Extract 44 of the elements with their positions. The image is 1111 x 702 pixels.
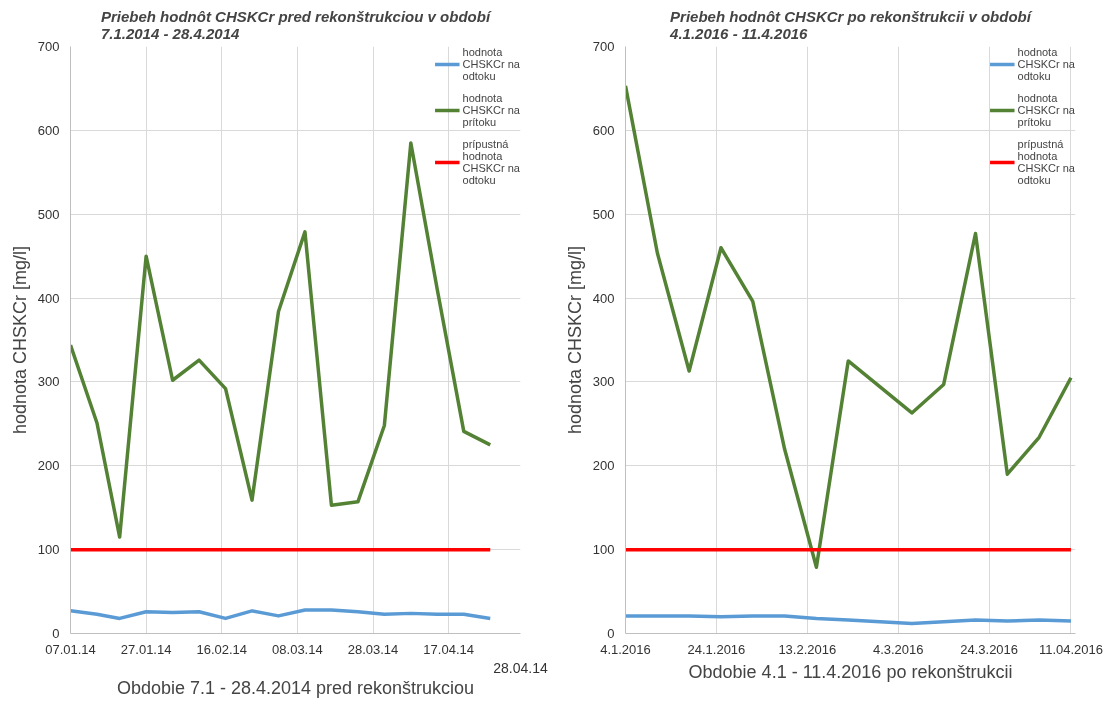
y-tick-label: 600	[592, 122, 615, 138]
y-tick-label: 200	[37, 458, 60, 474]
y-tick-label: 300	[592, 374, 615, 390]
y-tick-label: 500	[37, 206, 60, 222]
y-tick-label: 600	[37, 122, 60, 138]
x-tick-label: 13.2.2016	[778, 641, 837, 657]
x-tick-label: 27.01.14	[120, 641, 172, 657]
line-series	[625, 84, 1073, 569]
y-tick-label: 500	[592, 206, 615, 222]
y-tick-label: 0	[607, 626, 615, 641]
legend-label: hodnota CHSKCr na prítoku	[462, 92, 520, 128]
y-tick-label: 0	[52, 626, 60, 641]
legend-label: hodnota CHSKCr na odtoku	[462, 46, 520, 82]
y-tick-label: 400	[37, 290, 60, 306]
y-tick-label: 700	[592, 39, 615, 54]
x-tick-label: 08.03.14	[272, 641, 323, 657]
x-tick-label: 24.3.2016	[960, 641, 1019, 657]
x-axis-title: Obdobie 7.1 - 28.4.2014 pred rekonštrukciou	[116, 677, 475, 698]
legend-label: hodnota CHSKCr na odtoku	[1017, 46, 1075, 82]
text: 28.04.14	[493, 659, 548, 676]
x-tick-label: 4.3.2016	[872, 641, 924, 657]
y-tick-label: 100	[592, 542, 615, 558]
chart-title: Priebeh hodnôt CHSKCr po rekonštrukcii v období 4.1.2016 - 11.4.2016	[669, 7, 1033, 42]
x-tick-label: 07.01.14	[45, 641, 96, 657]
line-series	[70, 608, 492, 621]
legend-label: prípustná hodnota CHSKCr na odtoku	[462, 138, 520, 186]
y-tick-label: 700	[37, 39, 60, 54]
y-tick-label: 300	[37, 374, 60, 390]
x-tick-label: 17.04.14	[423, 641, 474, 657]
y-tick-label: 100	[37, 542, 60, 558]
chart-title: Priebeh hodnôt CHSKCr pred rekonštrukciou v období 7.1.2014 - 28.4.2014	[100, 7, 492, 42]
line-series	[625, 614, 1073, 626]
x-tick-label: 24.1.2016	[687, 641, 746, 657]
y-axis-title: hodnota CHSKCr [mg/l]	[564, 245, 585, 435]
y-axis-title: hodnota CHSKCr [mg/l]	[9, 245, 30, 435]
legend-label: hodnota CHSKCr na prítoku	[1017, 92, 1075, 128]
x-axis-title: Obdobie 4.1 - 11.4.2016 po rekonštrukcii	[688, 661, 1013, 682]
x-tick-label: 16.02.14	[196, 641, 248, 657]
x-tick-label: 4.1.2016	[600, 641, 651, 657]
y-tick-label: 200	[592, 458, 615, 474]
x-tick-label: 28.03.14	[347, 641, 399, 657]
legend-label: prípustná hodnota CHSKCr na odtoku	[1017, 138, 1075, 186]
x-tick-label: 11.04.2016	[1038, 641, 1104, 657]
y-tick-label: 400	[592, 290, 615, 306]
